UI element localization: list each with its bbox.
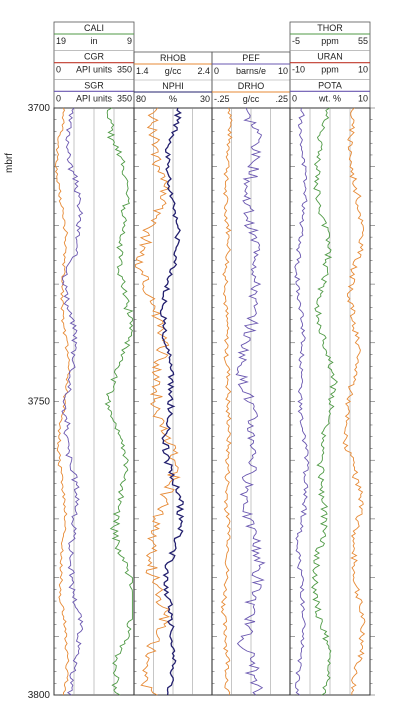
curve-thor: [312, 108, 338, 695]
curve-name: SGR: [84, 80, 104, 90]
curve-header-nphi: NPHI 80% 30: [134, 81, 212, 104]
curve-header-pota: POTA 0 wt. % 10: [290, 80, 370, 103]
curve-header-pef: PEF 0 barns/e 10: [212, 53, 290, 80]
scale-min: -5: [292, 36, 300, 46]
scale-max: 10: [358, 65, 368, 75]
curve-name: DRHO: [238, 81, 265, 91]
grid: [54, 108, 375, 695]
curve-header-uran: URAN -10 ppm 10: [290, 52, 370, 80]
scale-min: 0: [56, 65, 61, 75]
curve-name: PEF: [242, 53, 260, 63]
scale-unit: %: [169, 94, 177, 104]
scale-min: 1.4: [136, 66, 149, 76]
log-curves: [56, 108, 365, 695]
scale-min: 0: [214, 66, 219, 76]
scale-max: 10: [358, 93, 368, 103]
scale-min: 80: [136, 94, 146, 104]
scale-unit: barns/e: [236, 66, 266, 76]
scale-min: 0: [56, 93, 61, 103]
depth-axis: 3700 3750 3800 mbrf: [4, 103, 50, 701]
curve-name: NPHI: [162, 81, 184, 91]
scale-min: 19: [56, 36, 66, 46]
scale-unit: API units: [76, 65, 113, 75]
depth-unit-label: mbrf: [4, 153, 15, 173]
curve-header-rhob: RHOB 1.4 g/cc 2.4: [134, 53, 212, 80]
scale-min: 0: [292, 93, 297, 103]
curve-pef: [236, 108, 264, 695]
scale-unit: wt. %: [318, 93, 341, 103]
depth-label: 3700: [28, 103, 51, 114]
curve-header-cgr: CGR 0 API units 350: [54, 52, 134, 80]
scale-unit: in: [90, 36, 97, 46]
scale-unit: g/cc: [165, 66, 182, 76]
curve-pota: [295, 108, 309, 695]
curve-nphi: [161, 108, 184, 695]
track-headers: CALI 19 in 9 CGR 0 API units 350 SGR 0 API units 35…: [54, 22, 370, 108]
curve-name: POTA: [318, 80, 342, 90]
scale-min: -.25: [214, 94, 230, 104]
curve-name: RHOB: [160, 53, 186, 63]
depth-label: 3800: [28, 690, 51, 701]
curve-header-sgr: SGR 0 API units 350: [54, 80, 134, 103]
scale-max: 55: [358, 36, 368, 46]
scale-max: 350: [117, 65, 132, 75]
scale-min: -10: [292, 65, 305, 75]
curve-header-thor: THOR -5 ppm 55: [290, 23, 370, 51]
curve-name: URAN: [317, 52, 343, 62]
scale-max: .25: [275, 94, 288, 104]
scale-unit: ppm: [321, 65, 339, 75]
curve-rhob: [136, 108, 180, 695]
curve-header-drho: DRHO -.25 g/cc .25: [212, 81, 290, 104]
curve-uran: [343, 108, 365, 695]
scale-max: 9: [127, 36, 132, 46]
curve-cali: [106, 108, 133, 695]
scale-unit: ppm: [321, 36, 339, 46]
curve-name: CALI: [84, 23, 104, 33]
curve-header-cali: CALI 19 in 9: [54, 23, 134, 51]
scale-max: 2.4: [197, 66, 210, 76]
depth-label: 3750: [28, 397, 51, 408]
scale-max: 30: [200, 94, 210, 104]
scale-unit: API units: [76, 93, 113, 103]
curve-name: CGR: [84, 52, 105, 62]
curve-name: THOR: [317, 23, 343, 33]
scale-max: 10: [278, 66, 288, 76]
scale-unit: g/cc: [243, 94, 260, 104]
scale-max: 350: [117, 93, 132, 103]
curve-drho: [221, 108, 232, 695]
